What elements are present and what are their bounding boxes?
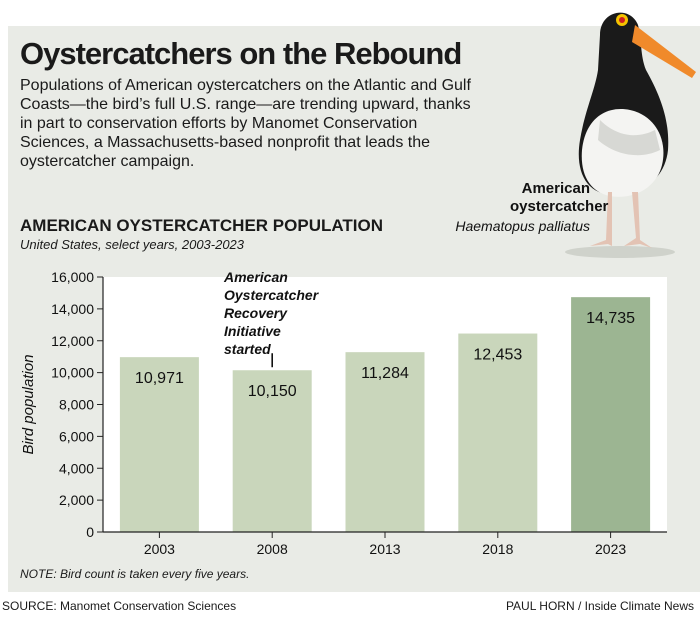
bird-scientific-name: Haematopus palliatus (455, 218, 590, 234)
data-label-2013: 11,284 (361, 365, 409, 382)
data-label-2008: 10,150 (248, 383, 297, 400)
chart-note: NOTE: Bird count is taken every five yea… (20, 567, 250, 581)
y-axis-label: Bird population (20, 354, 37, 454)
chart-subtitle: United States, select years, 2003-2023 (20, 237, 245, 252)
annotation-line: American (223, 269, 288, 285)
source-line: SOURCE: Manomet Conservation Sciences (2, 599, 237, 613)
data-label-2023: 14,735 (586, 310, 635, 327)
x-tick-label-2018: 2018 (482, 541, 513, 557)
bar-2008 (232, 370, 312, 532)
credit-line: PAUL HORN / Inside Climate News (505, 599, 694, 613)
y-tick-label: 0 (86, 524, 94, 540)
y-tick-label: 6,000 (59, 428, 94, 444)
x-tick-label-2003: 2003 (144, 541, 175, 557)
y-tick-label: 4,000 (59, 460, 94, 476)
bar-2003 (119, 357, 199, 532)
annotation-line: Recovery (224, 305, 288, 321)
y-tick-label: 2,000 (59, 492, 94, 508)
y-tick-label: 16,000 (51, 269, 94, 285)
y-tick-label: 8,000 (59, 397, 94, 413)
bar-2018 (458, 333, 538, 532)
bird-common-name: American oystercatcher (510, 180, 609, 215)
chart-title: AMERICAN OYSTERCATCHER POPULATION (20, 216, 383, 235)
x-tick-label-2008: 2008 (257, 541, 288, 557)
y-tick-label: 14,000 (51, 301, 94, 317)
annotation-line: started (224, 341, 271, 357)
y-tick-label: 10,000 (51, 365, 94, 381)
annotation-line: Initiative (224, 323, 281, 339)
data-label-2003: 10,971 (135, 370, 184, 387)
bar-2023 (571, 297, 651, 532)
oystercatcher-illustration (565, 12, 696, 258)
data-label-2018: 12,453 (473, 347, 522, 364)
intro-paragraph: Populations of American oystercatchers o… (20, 77, 471, 170)
x-tick-label-2013: 2013 (369, 541, 400, 557)
bar-2013 (345, 352, 425, 532)
y-tick-label: 12,000 (51, 333, 94, 349)
x-tick-label-2023: 2023 (595, 541, 626, 557)
graphic-title: Oystercatchers on the Rebound (20, 36, 462, 71)
annotation-line: Oystercatcher (224, 287, 320, 303)
